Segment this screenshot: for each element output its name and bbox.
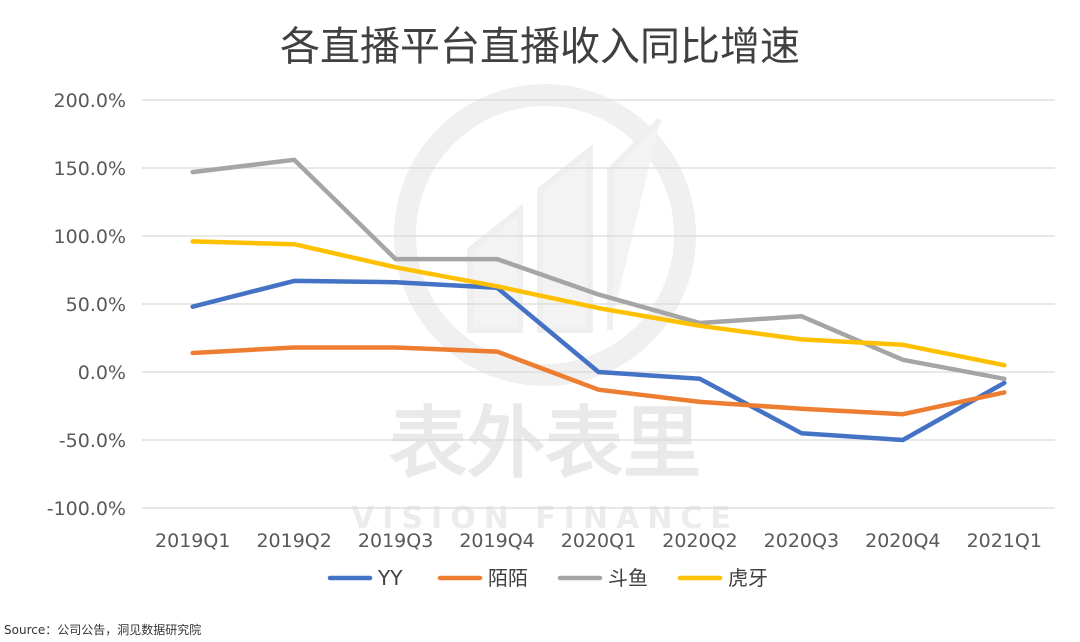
y-tick-label: -50.0% — [59, 430, 126, 452]
x-tick-label: 2020Q3 — [764, 530, 839, 552]
series-line-0 — [190, 278, 1007, 443]
watermark-text: 表外表里 — [389, 399, 701, 489]
y-tick-label: 100.0% — [54, 226, 126, 248]
watermark-subtext: VISION FINANCE — [351, 501, 739, 536]
legend: YY 陌陌 斗鱼 虎牙 — [327, 566, 768, 590]
x-tick-label: 2019Q2 — [256, 530, 331, 552]
series-line-3 — [190, 239, 1007, 368]
legend-label-2: 斗鱼 — [608, 566, 648, 590]
x-tick-label: 2020Q1 — [561, 530, 636, 552]
x-tick-label: 2021Q1 — [967, 530, 1042, 552]
series-line-1 — [190, 345, 1007, 417]
source-note: Source：公司公告，洞见数据研究院 — [4, 622, 201, 637]
y-axis-tick-labels: 200.0% 150.0% 100.0% 50.0% 0.0% -50.0% -100.0% — [47, 90, 126, 520]
watermark: 表外表里 VISION FINANCE — [351, 84, 739, 536]
chart-title: 各直播平台直播收入同比增速 — [280, 24, 800, 70]
series-lines — [190, 157, 1007, 443]
watermark-logo-icon — [467, 117, 663, 333]
x-tick-label: 2019Q3 — [358, 530, 433, 552]
y-tick-label: 200.0% — [54, 90, 126, 112]
series-line-2 — [190, 157, 1007, 382]
y-tick-label: 150.0% — [54, 158, 126, 180]
legend-label-0: YY — [377, 566, 403, 590]
legend-label-1: 陌陌 — [488, 566, 528, 590]
x-axis-tick-labels: 2019Q1 2019Q2 2019Q3 2019Q4 2020Q1 2020Q2 2020… — [155, 530, 1042, 552]
legend-label-3: 虎牙 — [728, 566, 768, 590]
y-tick-label: -100.0% — [47, 498, 126, 520]
x-tick-label: 2020Q4 — [865, 530, 940, 552]
x-tick-label: 2020Q2 — [662, 530, 737, 552]
y-tick-label: 50.0% — [66, 294, 126, 316]
x-tick-label: 2019Q1 — [155, 530, 230, 552]
y-tick-label: 0.0% — [78, 362, 126, 384]
x-tick-label: 2019Q4 — [459, 530, 534, 552]
watermark-ring — [394, 84, 696, 386]
